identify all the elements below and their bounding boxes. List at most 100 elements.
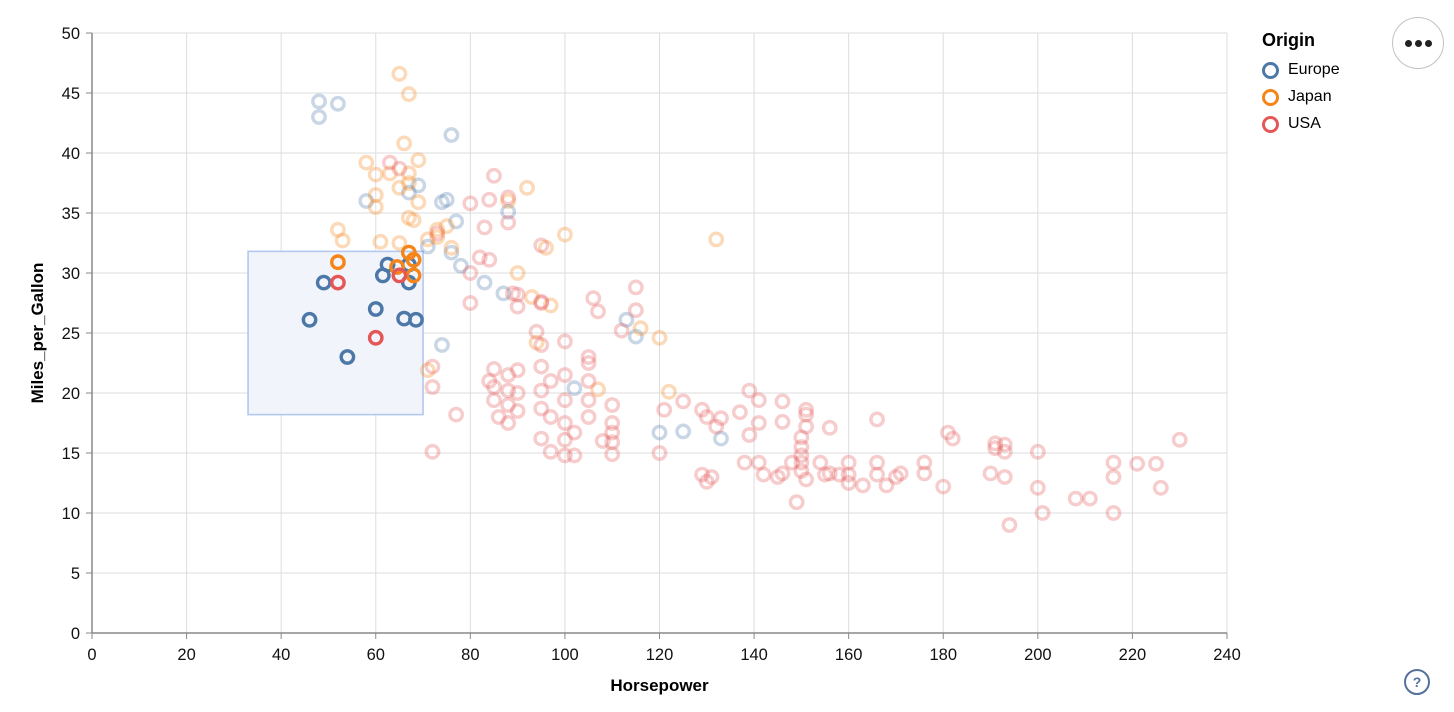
point-usa-selected[interactable] bbox=[330, 274, 346, 291]
point-usa-unselected[interactable] bbox=[1105, 469, 1122, 485]
point-japan-unselected[interactable] bbox=[443, 239, 460, 256]
point-usa-unselected[interactable] bbox=[509, 286, 526, 303]
point-usa-unselected[interactable] bbox=[675, 393, 692, 410]
point-europe-unselected[interactable] bbox=[448, 213, 465, 230]
point-usa-unselected[interactable] bbox=[500, 367, 517, 383]
point-japan-unselected[interactable] bbox=[382, 165, 398, 182]
point-europe-unselected[interactable] bbox=[443, 127, 460, 143]
point-usa-unselected[interactable] bbox=[1034, 505, 1051, 521]
point-usa-unselected[interactable] bbox=[462, 195, 479, 212]
point-europe-unselected[interactable] bbox=[419, 238, 436, 255]
point-europe-selected[interactable] bbox=[301, 311, 318, 328]
point-usa-unselected[interactable] bbox=[798, 401, 815, 418]
point-japan-unselected[interactable] bbox=[367, 166, 384, 183]
point-usa-unselected[interactable] bbox=[793, 447, 810, 464]
point-usa-unselected[interactable] bbox=[557, 392, 573, 409]
point-usa-unselected[interactable] bbox=[557, 447, 573, 464]
point-europe-unselected[interactable] bbox=[713, 430, 729, 447]
point-europe-unselected[interactable] bbox=[410, 177, 427, 194]
point-usa-unselected[interactable] bbox=[580, 349, 597, 365]
point-usa-unselected[interactable] bbox=[1081, 490, 1098, 507]
point-japan-unselected[interactable] bbox=[528, 334, 545, 351]
point-usa-unselected[interactable] bbox=[580, 355, 597, 371]
point-usa-unselected[interactable] bbox=[429, 225, 446, 242]
point-usa-unselected[interactable] bbox=[694, 401, 710, 418]
point-usa-unselected[interactable] bbox=[935, 478, 952, 495]
point-japan-unselected[interactable] bbox=[542, 297, 559, 314]
point-usa-unselected[interactable] bbox=[774, 413, 791, 430]
point-japan-unselected[interactable] bbox=[523, 289, 540, 305]
point-usa-unselected[interactable] bbox=[817, 466, 833, 483]
point-usa-unselected[interactable] bbox=[840, 466, 857, 483]
point-usa-unselected[interactable] bbox=[996, 436, 1013, 453]
point-usa-unselected[interactable] bbox=[944, 430, 961, 447]
point-usa-unselected[interactable] bbox=[888, 469, 904, 485]
point-europe-unselected[interactable] bbox=[566, 380, 583, 397]
point-usa-unselected[interactable] bbox=[1029, 479, 1046, 496]
point-usa-unselected[interactable] bbox=[869, 454, 885, 471]
point-usa-unselected[interactable] bbox=[1029, 443, 1046, 460]
point-usa-unselected[interactable] bbox=[892, 465, 909, 482]
point-japan-unselected[interactable] bbox=[419, 231, 436, 248]
point-japan-unselected[interactable] bbox=[661, 383, 677, 400]
point-usa-unselected[interactable] bbox=[982, 465, 999, 482]
point-usa-unselected[interactable] bbox=[774, 465, 791, 482]
point-usa-unselected[interactable] bbox=[509, 403, 526, 419]
actions-menu-button[interactable] bbox=[1392, 17, 1444, 69]
point-usa-unselected[interactable] bbox=[713, 410, 729, 427]
point-japan-unselected[interactable] bbox=[400, 165, 417, 182]
point-usa-unselected[interactable] bbox=[656, 401, 673, 418]
point-usa-unselected[interactable] bbox=[542, 443, 559, 460]
point-usa-unselected[interactable] bbox=[557, 367, 573, 383]
point-usa-unselected[interactable] bbox=[580, 409, 597, 425]
point-japan-unselected[interactable] bbox=[391, 235, 408, 251]
point-usa-unselected[interactable] bbox=[486, 167, 502, 184]
point-usa-unselected[interactable] bbox=[566, 424, 583, 441]
point-japan-unselected[interactable] bbox=[396, 135, 413, 152]
point-usa-unselected[interactable] bbox=[533, 358, 550, 375]
point-europe-unselected[interactable] bbox=[651, 424, 668, 441]
point-usa-unselected[interactable] bbox=[533, 400, 550, 417]
point-japan-selected[interactable] bbox=[405, 267, 422, 284]
point-usa-unselected[interactable] bbox=[481, 191, 498, 208]
point-usa-unselected[interactable] bbox=[557, 415, 573, 431]
point-europe-selected[interactable] bbox=[367, 301, 384, 317]
point-japan-unselected[interactable] bbox=[429, 229, 446, 245]
point-japan-unselected[interactable] bbox=[410, 194, 427, 211]
point-japan-unselected[interactable] bbox=[590, 381, 606, 398]
point-usa-unselected[interactable] bbox=[604, 434, 621, 451]
point-usa-unselected[interactable] bbox=[854, 477, 871, 494]
point-usa-unselected[interactable] bbox=[580, 392, 597, 409]
point-usa-unselected[interactable] bbox=[557, 431, 573, 448]
point-usa-unselected[interactable] bbox=[878, 477, 895, 494]
point-usa-unselected[interactable] bbox=[533, 337, 550, 353]
point-japan-unselected[interactable] bbox=[708, 231, 725, 248]
point-usa-unselected[interactable] bbox=[750, 415, 767, 431]
point-usa-unselected[interactable] bbox=[703, 469, 720, 485]
point-europe-selected[interactable] bbox=[339, 349, 356, 365]
point-usa-unselected[interactable] bbox=[500, 214, 517, 231]
point-usa-selected[interactable] bbox=[367, 329, 384, 346]
point-usa-unselected[interactable] bbox=[916, 454, 933, 471]
point-usa-unselected[interactable] bbox=[708, 418, 725, 435]
legend-item-usa[interactable]: USA bbox=[1262, 115, 1340, 133]
point-usa-unselected[interactable] bbox=[604, 415, 621, 431]
point-usa-unselected[interactable] bbox=[793, 439, 810, 455]
legend-item-europe[interactable]: Europe bbox=[1262, 61, 1340, 79]
point-usa-unselected[interactable] bbox=[731, 404, 748, 421]
point-usa-unselected[interactable] bbox=[604, 446, 621, 463]
point-usa-unselected[interactable] bbox=[1129, 455, 1146, 472]
point-usa-unselected[interactable] bbox=[1171, 431, 1188, 448]
point-usa-unselected[interactable] bbox=[1105, 505, 1122, 521]
point-japan-unselected[interactable] bbox=[330, 221, 346, 238]
point-usa-unselected[interactable] bbox=[798, 406, 815, 423]
point-usa-unselected[interactable] bbox=[750, 454, 767, 471]
point-usa-unselected[interactable] bbox=[793, 454, 810, 471]
point-usa-unselected[interactable] bbox=[486, 379, 502, 395]
point-japan-unselected[interactable] bbox=[367, 199, 384, 215]
point-usa-unselected[interactable] bbox=[916, 465, 933, 482]
point-usa-unselected[interactable] bbox=[590, 303, 606, 320]
point-usa-unselected[interactable] bbox=[500, 382, 517, 399]
point-usa-unselected[interactable] bbox=[788, 494, 805, 511]
point-usa-unselected[interactable] bbox=[509, 298, 526, 315]
